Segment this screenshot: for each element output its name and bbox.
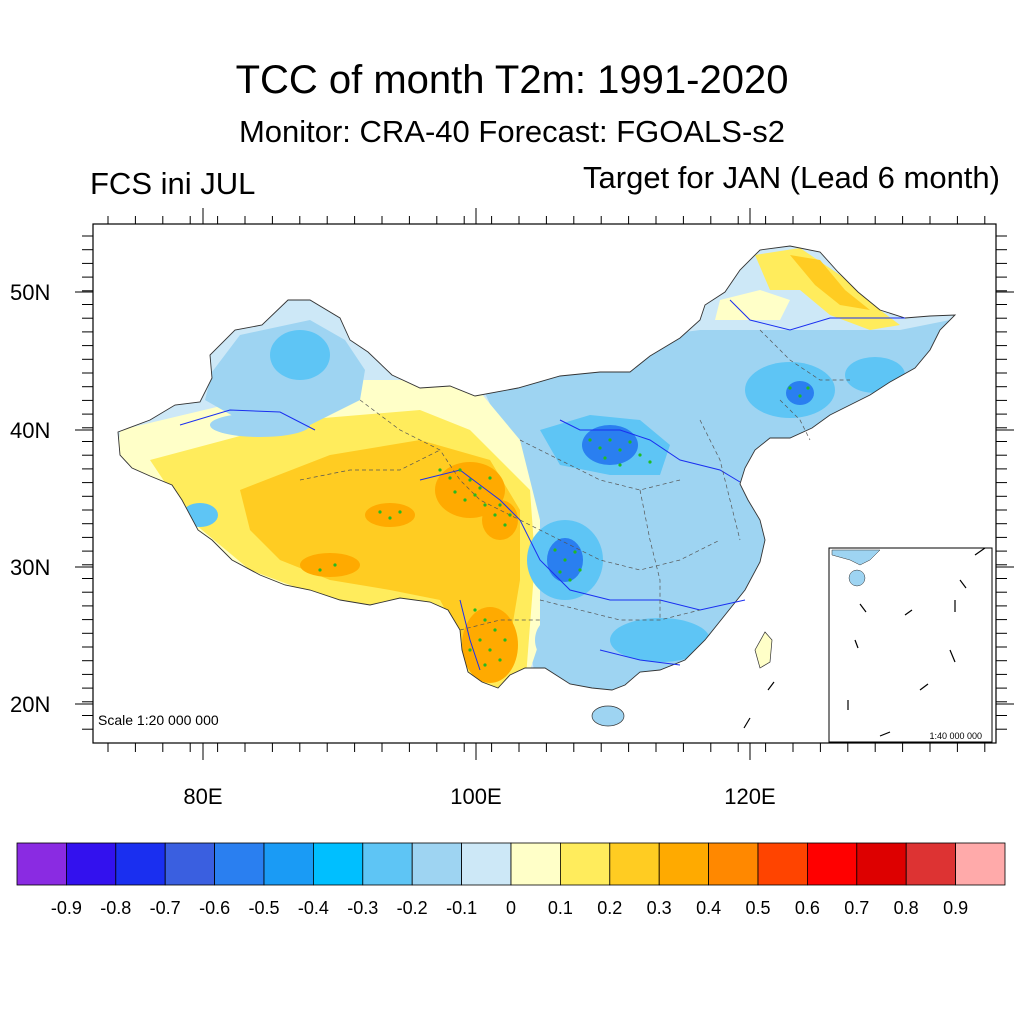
colorbar-label: 0.1 [548,898,573,918]
province-borders [299,329,850,631]
hainan-island [591,705,625,727]
colorbar-label: -0.7 [150,898,181,918]
colorbar-label: 0.4 [696,898,721,918]
lon-tick-120e: 120E [724,784,775,809]
init-label: FCS ini JUL [90,166,256,201]
colorbar-label: -0.5 [248,898,279,918]
colorbar-swatch [708,842,759,886]
plot-subtitle: Monitor: CRA-40 Forecast: FGOALS-s2 [238,114,786,149]
dash-lines [743,681,775,729]
lat-tick-30n: 30N [10,555,50,580]
colorbar-label: 0.9 [943,898,968,918]
significance-stipples-cold [553,386,810,582]
taiwan-island [754,631,773,669]
colorbar-label: 0.2 [597,898,622,918]
lon-tick-80e: 80E [183,784,222,809]
plot-title: TCC of month T2m: 1991-2020 [235,58,789,102]
colorbar-swatch [461,842,512,886]
lat-tick-20n: 20N [10,692,50,717]
colorbar-label: -0.9 [51,898,82,918]
colorbar-swatch [609,842,660,886]
rivers [179,299,905,671]
inset-scale-label: 1:40 000 000 [929,731,982,741]
south-china-sea-inset: 1:40 000 000 [828,547,993,743]
colorbar-swatch [312,842,364,886]
colorbar-label: -0.6 [199,898,230,918]
colorbar-label: -0.3 [347,898,378,918]
colorbar-swatch [66,842,117,886]
scale-label: Scale 1:20 000 000 [98,712,219,728]
colorbar-label: 0.5 [745,898,770,918]
colorbar-swatch [510,842,561,886]
colorbar-swatch [807,842,858,886]
colorbar-label: 0.3 [647,898,672,918]
significance-stipples-warm [318,468,512,667]
target-label: Target for JAN (Lead 6 month) [583,160,1000,195]
colorbar-label: -0.4 [298,898,329,918]
colorbar-swatch [560,842,611,886]
colorbar-swatch [757,842,808,886]
colorbar-label: -0.1 [446,898,477,918]
colorbar-swatch [411,842,463,886]
colorbar-swatch [16,842,67,886]
colorbar-swatch [115,842,166,886]
colorbar-swatch [362,842,413,886]
colorbar-label: -0.8 [100,898,131,918]
lat-tick-40n: 40N [10,418,50,443]
colorbar-swatch [214,842,265,886]
colorbar-swatch [955,842,1006,886]
colorbar-label: 0.7 [844,898,869,918]
lat-tick-50n: 50N [10,280,50,305]
colorbar: -0.9 -0.8 -0.7 -0.6 -0.5 -0.4 -0.3 -0.2 -0.1 0 0.1… [16,842,1006,918]
colorbar-swatch [263,842,314,886]
colorbar-label: 0.8 [894,898,919,918]
axis-ticks [75,208,1014,760]
colorbar-swatch [658,842,710,886]
lon-tick-100e: 100E [450,784,501,809]
colorbar-label: 0 [506,898,516,918]
colorbar-swatch [164,842,215,886]
colorbar-swatch [905,842,957,886]
colorbar-label: -0.2 [397,898,428,918]
colorbar-swatch [856,842,907,886]
colorbar-label: 0.6 [795,898,820,918]
